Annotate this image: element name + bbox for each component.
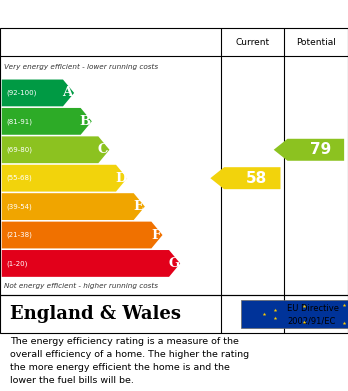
Text: C: C [98,143,108,156]
Text: A: A [63,86,73,99]
Text: 79: 79 [310,142,331,157]
Polygon shape [2,222,163,248]
Text: Potential: Potential [296,38,336,47]
Polygon shape [2,108,92,135]
Polygon shape [274,139,344,161]
Polygon shape [2,136,110,163]
Polygon shape [2,250,180,277]
Text: (1-20): (1-20) [6,260,27,267]
Text: G: G [168,257,179,270]
Text: (21-38): (21-38) [6,232,32,238]
Text: Very energy efficient - lower running costs: Very energy efficient - lower running co… [4,65,158,70]
Text: England & Wales: England & Wales [10,305,181,323]
Text: (55-68): (55-68) [6,175,32,181]
Polygon shape [2,193,145,220]
Polygon shape [2,79,74,106]
Text: Not energy efficient - higher running costs: Not energy efficient - higher running co… [4,283,158,289]
Polygon shape [210,167,280,189]
Text: B: B [80,115,91,128]
Text: Energy Efficiency Rating: Energy Efficiency Rating [10,7,220,22]
Bar [240,300,348,328]
Text: 58: 58 [246,171,267,186]
Polygon shape [2,165,127,192]
Text: EU Directive: EU Directive [287,304,339,313]
Text: E: E [133,200,143,213]
Text: (81-91): (81-91) [6,118,32,125]
Text: (69-80): (69-80) [6,147,32,153]
Text: (92-100): (92-100) [6,90,37,96]
Text: The energy efficiency rating is a measure of the
overall efficiency of a home. T: The energy efficiency rating is a measur… [10,337,250,385]
Text: (39-54): (39-54) [6,203,32,210]
Text: 2002/91/EC: 2002/91/EC [287,316,335,325]
Text: F: F [151,228,161,242]
Text: Current: Current [235,38,269,47]
Text: D: D [115,172,126,185]
